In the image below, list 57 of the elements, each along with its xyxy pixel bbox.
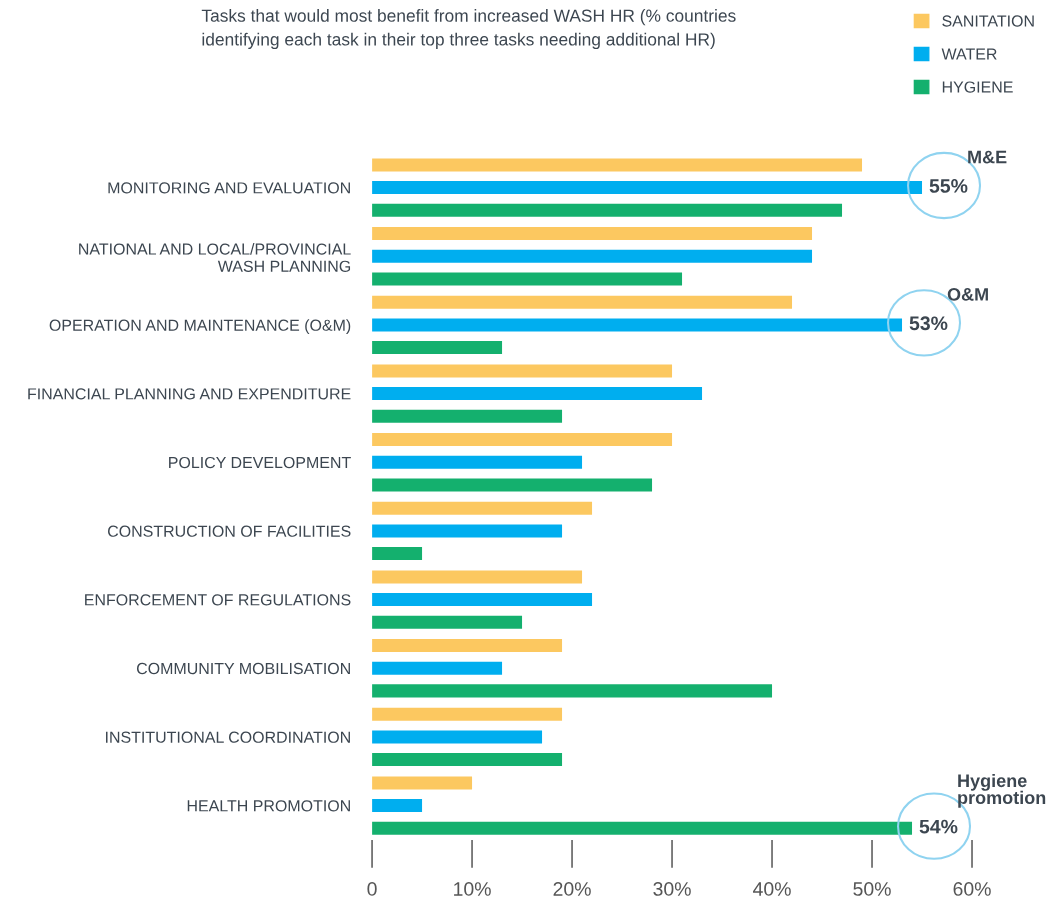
bar xyxy=(372,387,703,401)
bar xyxy=(372,455,583,469)
bar xyxy=(372,615,523,629)
y-tick-label: NATIONAL AND LOCAL/PROVINCIAL WASH PLANNING xyxy=(79,243,351,272)
y-tick-label: CONSTRUCTION OF FACILITIES xyxy=(108,525,351,537)
bar xyxy=(372,799,423,813)
x-tick-label: 60% xyxy=(953,882,991,896)
y-tick-label: POLICY DEVELOPMENT xyxy=(169,456,351,469)
chart-title: Tasks that would most benefit from increased WASH HR (% countries identifying each task in their top three tasks needing additional HR) xyxy=(201,9,736,49)
bar xyxy=(372,203,843,217)
legend-label: HYGIENE xyxy=(942,81,1013,93)
bar xyxy=(372,158,863,172)
bar xyxy=(372,524,563,538)
x-tick-label: 10% xyxy=(454,882,491,896)
annotation: O&M xyxy=(947,287,988,301)
x-tick-label: 20% xyxy=(553,882,591,896)
y-tick-label: FINANCIAL PLANNING AND EXPENDITURE xyxy=(28,388,351,400)
annotation: Hygiene promotion xyxy=(958,773,1046,808)
bar xyxy=(372,272,683,286)
annotation: M&E xyxy=(968,150,1007,164)
bar xyxy=(372,753,563,767)
bar xyxy=(372,295,793,309)
legend-label: SANITATION xyxy=(942,15,1034,27)
x-tick-label: 40% xyxy=(753,882,791,896)
y-tick-label: HEALTH PROMOTION xyxy=(187,800,350,812)
y-tick-label: OPERATION AND MAINTENANCE (O&M) xyxy=(49,319,351,335)
bar xyxy=(372,364,673,378)
bar xyxy=(372,227,813,241)
bar xyxy=(372,661,503,675)
legend-label: WATER xyxy=(941,48,997,60)
data-label: 53% xyxy=(909,316,948,331)
x-tick-label: 30% xyxy=(653,882,691,896)
bar xyxy=(372,707,563,721)
data-label: 55% xyxy=(929,179,968,193)
bar xyxy=(372,684,773,698)
bar xyxy=(372,409,563,423)
bar xyxy=(372,593,593,607)
x-tick-label: 50% xyxy=(853,882,891,896)
bar xyxy=(372,730,543,744)
bar xyxy=(372,341,503,355)
bar xyxy=(372,478,653,492)
bar xyxy=(372,821,913,835)
bar xyxy=(372,570,583,584)
y-tick-label: ENFORCEMENT OF REGULATIONS xyxy=(85,594,351,606)
bar xyxy=(372,318,903,332)
bar xyxy=(372,501,593,515)
bar xyxy=(372,181,923,195)
y-tick-label: MONITORING AND EVALUATION xyxy=(108,182,350,194)
bar xyxy=(372,433,673,447)
bar xyxy=(372,639,563,653)
bar xyxy=(372,776,473,790)
x-tick-label: 0 xyxy=(367,882,377,896)
data-label: 54% xyxy=(919,819,958,834)
y-tick-label: INSTITUTIONAL COORDINATION xyxy=(106,731,350,743)
bar xyxy=(372,249,813,263)
bar xyxy=(372,547,423,561)
y-tick-label: COMMUNITY MOBILISATION xyxy=(136,662,350,675)
